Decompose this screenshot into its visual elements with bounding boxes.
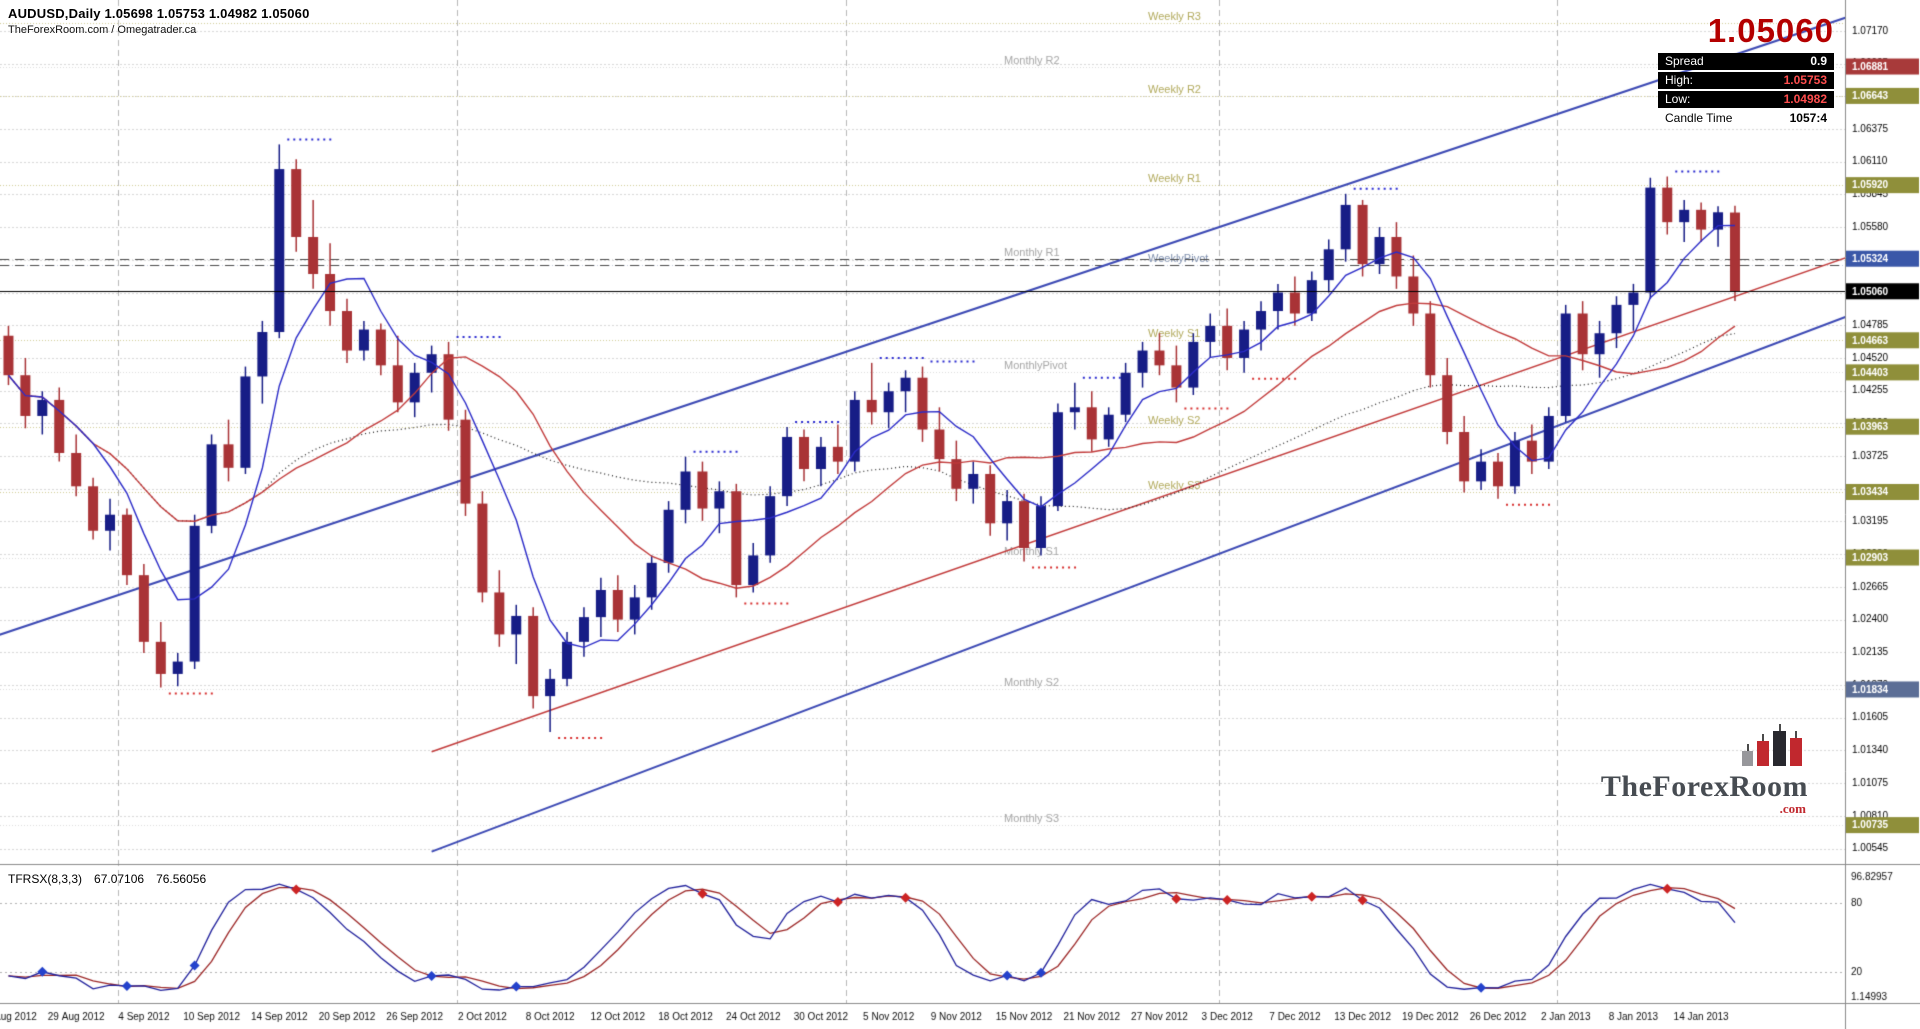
- symbol-ohlc-title: AUDUSD,Daily 1.05698 1.05753 1.04982 1.0…: [8, 6, 310, 21]
- high-value: 1.05753: [1783, 73, 1827, 87]
- high-row: High: 1.05753: [1658, 72, 1834, 89]
- candlestick-logo-icon: [1596, 722, 1808, 766]
- indicator-value-1: 67.07106: [94, 872, 145, 886]
- credit-line: TheForexRoom.com / Omegatrader.ca: [8, 24, 197, 36]
- chart-header: AUDUSD,Daily 1.05698 1.05753 1.04982 1.0…: [8, 6, 310, 36]
- current-price-display: 1.05060: [1707, 12, 1834, 49]
- logo-brand-text: TheForexRoom: [1600, 770, 1808, 803]
- logo-tld-text: .com: [1779, 801, 1806, 816]
- candle-time-label: Candle Time: [1665, 111, 1733, 125]
- indicator-name: TFRSX(8,3,3): [8, 872, 83, 886]
- candle-time-value: 1057:4: [1789, 111, 1827, 125]
- candle-time-row: Candle Time 1057:4: [1658, 110, 1834, 127]
- low-label: Low:: [1665, 92, 1691, 106]
- spread-row: Spread 0.9: [1658, 53, 1834, 70]
- high-label: High:: [1665, 73, 1694, 87]
- spread-label: Spread: [1665, 54, 1704, 68]
- indicator-label: TFRSX(8,3,3) 67.07106 76.56056: [8, 872, 218, 886]
- low-row: Low: 1.04982: [1658, 91, 1834, 108]
- indicator-value-2: 76.56056: [156, 872, 207, 886]
- forex-room-logo: TheForexRoom .com: [1596, 722, 1808, 817]
- spread-value: 0.9: [1810, 54, 1827, 68]
- low-value: 1.04982: [1783, 92, 1827, 106]
- price-info-panel: 1.05060 Spread 0.9 High: 1.05753 Low: 1.…: [1624, 12, 1834, 127]
